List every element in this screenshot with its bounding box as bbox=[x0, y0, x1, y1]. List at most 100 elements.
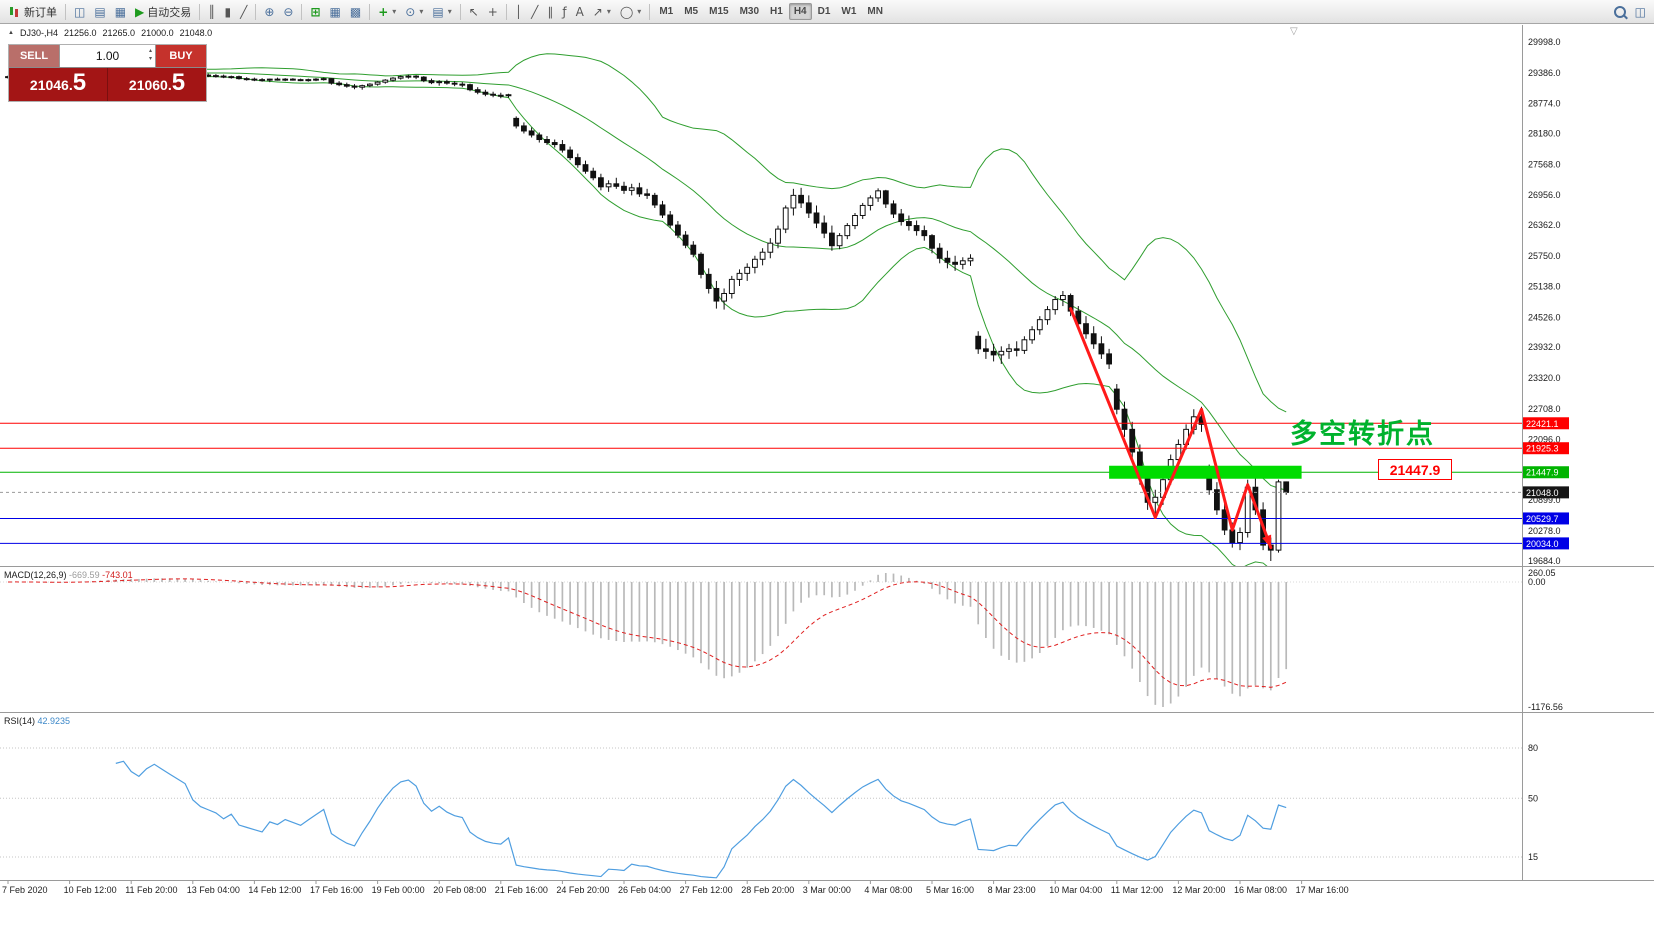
grid-button[interactable]: ⊞ bbox=[306, 2, 324, 22]
svg-text:260.05: 260.05 bbox=[1528, 568, 1556, 578]
svg-text:19 Feb 00:00: 19 Feb 00:00 bbox=[372, 885, 425, 895]
search-symbol-button[interactable] bbox=[1610, 2, 1630, 22]
shapes-tool-button[interactable]: ◯ ▾ bbox=[616, 2, 645, 22]
spin-down-icon[interactable]: ▾ bbox=[148, 55, 152, 62]
timeframe-m1[interactable]: M1 bbox=[659, 6, 674, 17]
toolbar-separator bbox=[65, 3, 66, 20]
add-indicator-button[interactable]: + ▾ bbox=[374, 2, 400, 22]
chevron-down-icon: ▾ bbox=[392, 7, 397, 16]
candlestick-chart-button[interactable]: ▮ bbox=[221, 2, 236, 22]
svg-text:21048.0: 21048.0 bbox=[1526, 488, 1559, 498]
new-order-button[interactable]: 新订单 bbox=[4, 2, 61, 22]
cursor-button[interactable]: ↖ bbox=[465, 2, 483, 22]
market-watch-icon: ▤ bbox=[94, 4, 106, 19]
timeframe-m5[interactable]: M5 bbox=[684, 6, 699, 17]
line-chart-button[interactable]: ╱ bbox=[236, 2, 251, 22]
buy-button[interactable]: BUY bbox=[156, 45, 206, 67]
volume-stepper[interactable]: ▴ ▾ bbox=[149, 47, 152, 63]
templates-button[interactable]: ▤ ▾ bbox=[428, 2, 455, 22]
vertical-line-icon: │ bbox=[514, 4, 523, 19]
timeframe-h4[interactable]: H4 bbox=[788, 3, 812, 20]
volume-field[interactable]: 1.00 ▴ ▾ bbox=[59, 45, 156, 67]
trend-zigzag-arrow[interactable] bbox=[1069, 307, 1273, 550]
svg-text:16 Mar 08:00: 16 Mar 08:00 bbox=[1234, 885, 1287, 895]
periods-button[interactable]: ⊙ ▾ bbox=[401, 2, 427, 22]
chevron-down-icon: ▾ bbox=[447, 7, 452, 16]
tile-windows-button[interactable]: ▦ bbox=[326, 2, 345, 22]
timeframe-w1[interactable]: W1 bbox=[841, 6, 857, 17]
rsi-pane[interactable] bbox=[0, 747, 1522, 879]
svg-text:11 Mar 12:00: 11 Mar 12:00 bbox=[1111, 885, 1163, 895]
tile-windows-icon: ▦ bbox=[329, 4, 341, 19]
svg-text:20899.0: 20899.0 bbox=[1528, 495, 1561, 505]
cursor-icon: ↖ bbox=[468, 4, 479, 19]
chart-shift-marker-icon[interactable]: ▽ bbox=[1290, 26, 1298, 37]
price-tag-21447.9 bbox=[1523, 466, 1569, 479]
trendline-button[interactable]: ╱ bbox=[527, 2, 542, 22]
vertical-line-button[interactable]: │ bbox=[511, 2, 526, 22]
svg-text:20 Feb 08:00: 20 Feb 08:00 bbox=[433, 885, 486, 895]
timeframe-m30[interactable]: M30 bbox=[739, 6, 760, 17]
svg-text:21 Feb 16:00: 21 Feb 16:00 bbox=[495, 885, 548, 895]
toolbar-separator bbox=[649, 3, 651, 20]
price-tag-20529.7 bbox=[1523, 512, 1569, 525]
buy-price-value: 21060. bbox=[128, 77, 172, 93]
volume-value[interactable]: 1.00 bbox=[95, 49, 120, 63]
support-zone-bar[interactable] bbox=[1109, 465, 1302, 479]
cascade-windows-button[interactable]: ▩ bbox=[346, 2, 365, 22]
svg-text:29998.0: 29998.0 bbox=[1528, 37, 1561, 47]
crosshair-button[interactable]: + bbox=[484, 2, 502, 22]
rsi-name: RSI(14) bbox=[4, 716, 36, 726]
chart-header: ▲ DJ30-,H4 21256.0 21265.0 21000.0 21048… bbox=[8, 28, 212, 38]
channel-button[interactable]: ∥ bbox=[543, 2, 557, 22]
fibonacci-icon: ƒ bbox=[562, 4, 567, 19]
price-axis[interactable]: 29998.0 29386.0 28774.0 28180.0 27568.0 26956… bbox=[1523, 37, 1569, 862]
fibonacci-button[interactable]: ƒ bbox=[558, 2, 570, 22]
autotrading-button[interactable]: ▶ 自动交易 bbox=[131, 2, 195, 22]
svg-text:25750.0: 25750.0 bbox=[1528, 251, 1561, 261]
text-tool-button[interactable]: A bbox=[572, 2, 588, 22]
sell-price-button[interactable]: 21046. 5 bbox=[9, 68, 108, 101]
metaeditor-button[interactable]: ▦ bbox=[111, 2, 130, 22]
svg-text:15: 15 bbox=[1528, 852, 1538, 862]
sell-price-pip: 5 bbox=[72, 69, 87, 96]
autotrading-label: 自动交易 bbox=[147, 6, 192, 19]
svg-text:17 Mar 16:00: 17 Mar 16:00 bbox=[1296, 885, 1349, 895]
svg-text:28 Feb 20:00: 28 Feb 20:00 bbox=[741, 885, 794, 895]
price-tag-21925.3 bbox=[1523, 442, 1569, 455]
macd-name: MACD(12,26,9) bbox=[4, 570, 67, 580]
timeframe-m15[interactable]: M15 bbox=[709, 6, 729, 17]
new-order-label: 新订单 bbox=[24, 6, 57, 19]
toolbar-separator bbox=[369, 3, 371, 20]
macd-indicator-label: MACD(12,26,9) -669.59 -743.01 bbox=[4, 570, 133, 580]
timeframe-mn[interactable]: MN bbox=[867, 6, 883, 17]
timeframe-h1[interactable]: H1 bbox=[770, 6, 783, 17]
svg-text:24 Feb 20:00: 24 Feb 20:00 bbox=[556, 885, 609, 895]
bar-chart-button[interactable]: ║ bbox=[204, 2, 219, 22]
svg-text:8 Mar 23:00: 8 Mar 23:00 bbox=[988, 885, 1036, 895]
spin-up-icon[interactable]: ▴ bbox=[148, 47, 152, 54]
svg-text:20529.7: 20529.7 bbox=[1526, 514, 1559, 524]
macd-pane[interactable] bbox=[0, 573, 1522, 707]
chart-window-button[interactable]: ◫ bbox=[70, 2, 89, 22]
price-callout-label[interactable]: 21447.9 bbox=[1378, 459, 1452, 480]
svg-text:24526.0: 24526.0 bbox=[1528, 312, 1561, 322]
zoom-out-button[interactable]: ⊖ bbox=[279, 2, 297, 22]
window-list-button[interactable]: ◫ bbox=[1631, 2, 1650, 22]
market-watch-button[interactable]: ▤ bbox=[90, 2, 109, 22]
chevron-down-icon: ▾ bbox=[419, 7, 424, 16]
channel-icon: ∥ bbox=[547, 4, 554, 19]
arrows-tool-button[interactable]: ↗ ▾ bbox=[589, 2, 615, 22]
turning-point-annotation[interactable]: 多空转折点 bbox=[1290, 419, 1435, 449]
sell-button[interactable]: SELL bbox=[9, 45, 59, 67]
buy-price-button[interactable]: 21060. 5 bbox=[108, 68, 206, 101]
candlestick-chart-icon: ▮ bbox=[224, 4, 232, 19]
time-axis[interactable]: 7 Feb 2020 10 Feb 12:00 11 Feb 20:00 13 Feb… bbox=[2, 881, 1349, 895]
bar-open-value: 21256.0 bbox=[63, 28, 97, 38]
timeframe-d1[interactable]: D1 bbox=[817, 6, 831, 17]
bollinger-bands bbox=[154, 53, 1287, 566]
arrowhead-icon bbox=[1262, 534, 1272, 548]
zoom-in-button[interactable]: ⊕ bbox=[260, 2, 278, 22]
templates-icon: ▤ bbox=[432, 4, 444, 19]
